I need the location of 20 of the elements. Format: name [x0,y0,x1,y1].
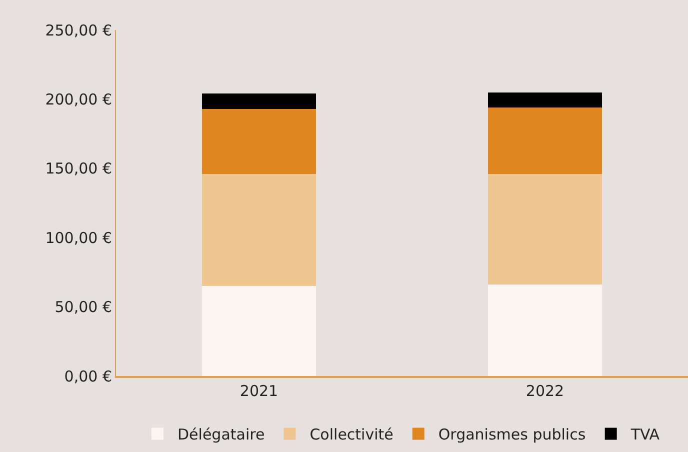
legend-label: Organismes publics [438,426,586,444]
bar [488,108,602,174]
y-tick-label: 100,00 € [45,228,112,247]
legend-label: Collectivité [310,426,394,444]
y-tick-label: 200,00 € [45,90,112,108]
bar [488,174,602,285]
bar [202,94,316,109]
legend-label: TVA [630,426,660,444]
bar [488,92,602,108]
bar [488,284,602,376]
legend-label: Délégataire [178,426,265,444]
bar [202,174,316,286]
y-tick-label: 50,00 € [54,298,112,316]
bar [202,286,316,376]
y-tick-label: 250,00 € [45,21,112,40]
x-tick-label: 2021 [240,382,278,400]
bar [202,108,316,174]
y-tick-label: 0,00 € [64,367,112,386]
x-tick-label: 2022 [526,382,564,400]
y-tick-label: 150,00 € [45,160,112,178]
